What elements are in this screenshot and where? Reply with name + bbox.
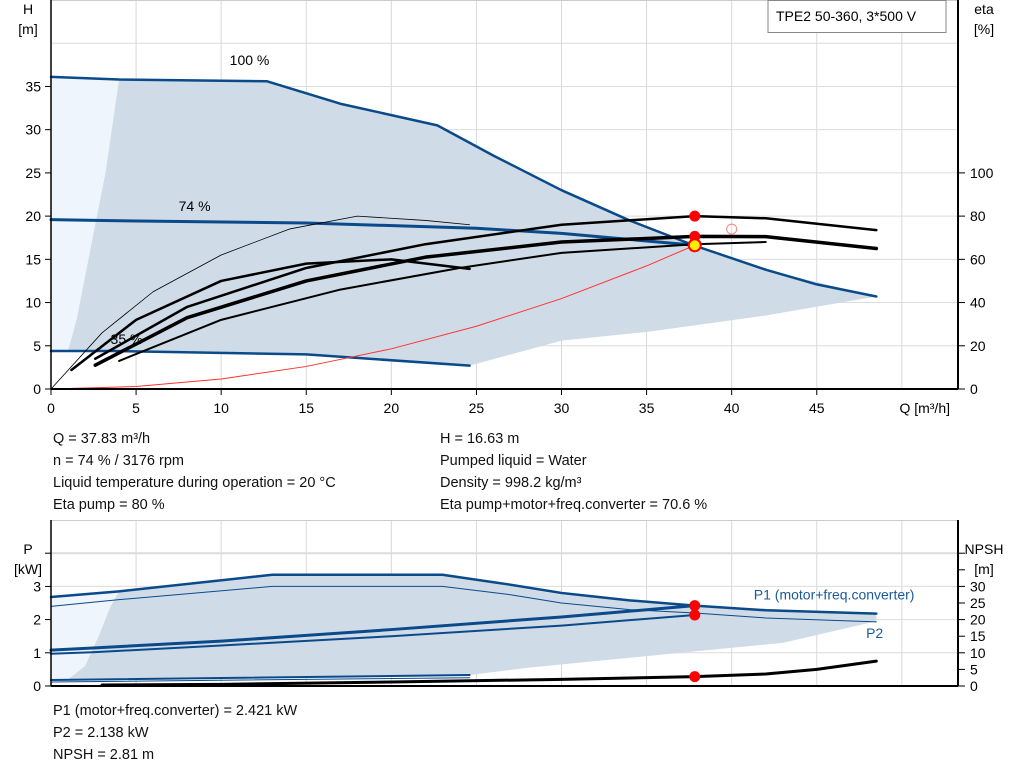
- y-tick-label: 5: [33, 338, 41, 354]
- y2-axis-label: [m]: [974, 561, 993, 577]
- y2-tick-label: 15: [970, 628, 986, 644]
- y2-tick-label: 10: [970, 645, 986, 661]
- eta-pump-value: Eta pump = 80 %: [53, 497, 165, 513]
- y2-tick-label: 25: [970, 595, 986, 611]
- x-tick-label: 15: [298, 400, 314, 416]
- y-tick-label: 25: [25, 165, 41, 181]
- y2-tick-label: 60: [970, 251, 986, 267]
- curve-eta-pump: [93, 214, 878, 360]
- y-axis-label: H: [23, 1, 33, 17]
- curve-P2-100: [50, 585, 877, 623]
- operating-region-light: [51, 76, 120, 351]
- y-tick-label: 20: [25, 208, 41, 224]
- curve-eta-thin: [50, 215, 471, 390]
- y-axis-label: P: [23, 541, 32, 557]
- x-tick-label: 5: [132, 400, 140, 416]
- results-right: H = 16.63 m Pumped liquid = Water Densit…: [440, 428, 707, 516]
- operating-point: [689, 600, 701, 612]
- head-eta-chart: 0 5 10 15 20 25 30 35 0 20 40 60 80 100 H [m] eta [%] 0 5 10…: [18, 0, 994, 416]
- x-tick-label: 40: [724, 400, 740, 416]
- y2-axis-label: [%]: [974, 21, 994, 37]
- series-label: P2: [866, 625, 883, 641]
- flow-value: Q = 37.83 m³/h: [53, 431, 151, 447]
- x-tick-label: 35: [639, 400, 655, 416]
- eta-total-value: Eta pump+motor+freq.converter = 70.6 %: [440, 497, 708, 513]
- y-tick-label: 15: [25, 251, 41, 267]
- results-power: P1 (motor+freq.converter) = 2.421 kW P2 …: [53, 700, 297, 766]
- x-tick-label: 20: [384, 400, 400, 416]
- y2-tick-label: 80: [970, 208, 986, 224]
- y2-tick-label: 5: [970, 661, 978, 677]
- operating-point: [689, 671, 701, 683]
- y2-tick-label: 20: [970, 338, 986, 354]
- x-tick-label: 0: [47, 400, 55, 416]
- x-tick-label: 30: [554, 400, 570, 416]
- operating-region: [68, 574, 877, 680]
- x-tick-label: 10: [213, 400, 229, 416]
- title-box: [767, 0, 947, 33]
- y2-tick-label: 0: [970, 678, 978, 694]
- y-tick-label: 30: [25, 122, 41, 138]
- y-tick-label: 2: [33, 612, 41, 628]
- curve-P1-35: [50, 674, 471, 682]
- results-left: Q = 37.83 m³/h n = 74 % / 3176 rpm Liqui…: [53, 428, 336, 516]
- pumped-liquid: Pumped liquid = Water: [440, 453, 587, 469]
- x-axis-label: Q [m³/h]: [899, 400, 950, 416]
- curve-P2-74: [50, 614, 696, 655]
- operating-region: [68, 79, 877, 366]
- x-tick-label: 45: [809, 400, 825, 416]
- curve-P2-35: [50, 677, 471, 683]
- reference-point: [726, 223, 738, 235]
- y2-tick-label: 0: [970, 381, 978, 397]
- density-value: Density = 998.2 kg/m³: [440, 475, 582, 491]
- operating-point: [689, 609, 701, 621]
- p1-value: P1 (motor+freq.converter) = 2.421 kW: [53, 703, 298, 719]
- y-tick-label: 0: [33, 381, 41, 397]
- y-tick-label: 1: [33, 645, 41, 661]
- curve-speed-74: [49, 218, 697, 247]
- head-value: H = 16.63 m: [440, 431, 520, 447]
- y-tick-label: 10: [25, 295, 41, 311]
- duty-point: [687, 238, 702, 253]
- y2-tick-label: 100: [970, 165, 994, 181]
- y2-tick-label: 40: [970, 295, 986, 311]
- curve-speed-35: [49, 349, 471, 367]
- y2-axis-label: NPSH: [965, 541, 1004, 557]
- curve-P1-74: [49, 604, 697, 652]
- speed-value: n = 74 % / 3176 rpm: [53, 453, 184, 469]
- liquid-temperature: Liquid temperature during operation = 20…: [53, 475, 336, 491]
- speed-label: 35 %: [111, 331, 143, 347]
- x-tick-label: 25: [469, 400, 485, 416]
- speed-label: 74 %: [179, 198, 211, 214]
- y-tick-label: 0: [33, 678, 41, 694]
- y2-tick-label: 20: [970, 612, 986, 628]
- y-axis-label: [m]: [18, 21, 37, 37]
- speed-label: 100 %: [230, 52, 270, 68]
- p2-value: P2 = 2.138 kW: [53, 725, 149, 741]
- curve-npsh: [100, 659, 878, 687]
- curve-P1-100: [49, 573, 878, 615]
- y2-axis-label: eta: [974, 1, 994, 17]
- y2-tick-label: 30: [970, 578, 986, 594]
- npsh-value: NPSH = 2.81 m: [53, 747, 155, 763]
- y-tick-label: 3: [33, 578, 41, 594]
- chart-title: TPE2 50-360, 3*500 V: [776, 8, 917, 24]
- series-label: P1 (motor+freq.converter): [754, 587, 915, 603]
- curve-speed-100: [49, 75, 878, 298]
- operating-region-light: [51, 591, 120, 680]
- operating-point: [689, 210, 701, 222]
- y-axis-label: [kW]: [14, 561, 42, 577]
- y-tick-label: 35: [25, 78, 41, 94]
- curve-eta-total: [93, 234, 879, 367]
- curve-system: [50, 244, 696, 390]
